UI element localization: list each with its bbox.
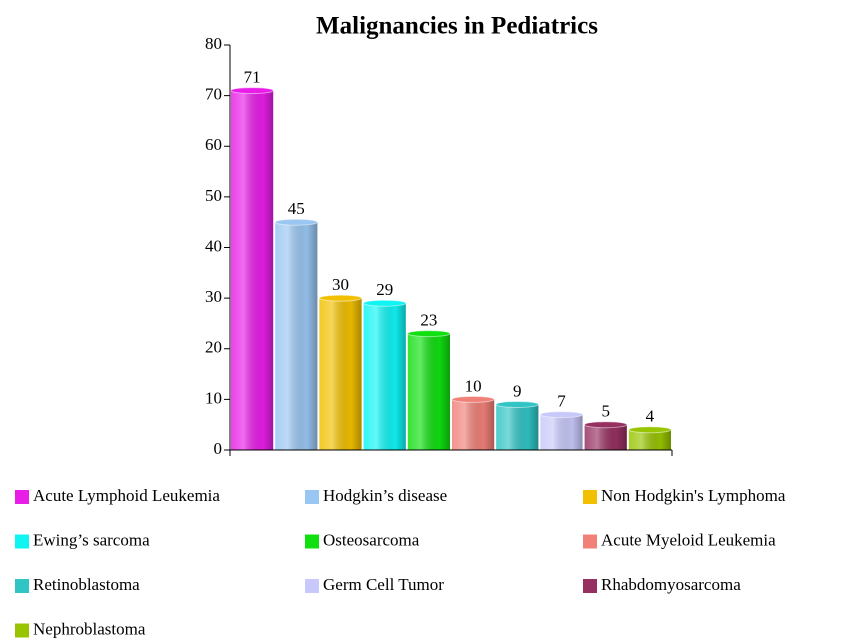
legend-label: Ewing’s sarcoma (33, 530, 150, 549)
value-label: 4 (646, 407, 655, 426)
legend-swatch (583, 579, 597, 593)
legend-label: Acute Myeloid Leukemia (601, 530, 776, 549)
bar-shade (584, 424, 627, 450)
bar-shade (363, 303, 406, 450)
value-label: 5 (601, 402, 610, 421)
legend-label: Acute Lymphoid Leukemia (33, 486, 220, 505)
legend-swatch (305, 579, 319, 593)
value-label: 23 (420, 310, 437, 329)
bar-shade (231, 90, 274, 450)
y-tick-label: 50 (205, 186, 222, 205)
legend-swatch (15, 623, 29, 638)
y-tick-label: 40 (205, 236, 222, 255)
y-tick-label: 80 (205, 34, 222, 53)
y-tick-label: 60 (205, 135, 222, 154)
value-label: 30 (332, 275, 349, 294)
bar-top (539, 411, 584, 419)
bar-shade (452, 399, 495, 450)
bar-shade (496, 404, 539, 450)
bar-shade (540, 414, 583, 450)
legend-swatch (15, 579, 29, 593)
value-label: 10 (465, 376, 482, 395)
legend-swatch (15, 490, 29, 504)
bar-top (628, 426, 672, 434)
legend-label: Retinoblastoma (33, 575, 140, 594)
bar-top (274, 218, 318, 226)
bar-shade (407, 333, 450, 450)
bar-shade (628, 429, 671, 450)
value-label: 7 (557, 391, 566, 410)
value-label: 45 (288, 199, 305, 218)
y-tick-label: 70 (205, 85, 222, 104)
legend-swatch (305, 490, 319, 504)
bar-top (451, 395, 495, 403)
legend-swatch (583, 490, 597, 504)
bar-top (363, 299, 407, 307)
bar-shade (275, 222, 318, 450)
legend-swatch (305, 534, 319, 549)
bar-shade (319, 298, 362, 450)
legend-label: Osteosarcoma (323, 530, 420, 549)
legend-label: Hodgkin’s disease (323, 486, 447, 505)
legend-label: Germ Cell Tumor (323, 575, 444, 594)
bar-top (230, 87, 274, 95)
value-label: 29 (376, 280, 393, 299)
value-label: 71 (244, 67, 261, 86)
bar-top (318, 294, 363, 302)
legend-swatch (15, 534, 29, 549)
legend-label: Non Hodgkin's Lymphoma (601, 486, 786, 505)
y-tick-label: 20 (205, 338, 222, 357)
y-tick-label: 10 (205, 388, 222, 407)
bar-top (584, 421, 628, 429)
legend-label: Rhabdomyosarcoma (601, 575, 741, 594)
bar-top (407, 330, 451, 338)
bar-top (495, 400, 539, 408)
legend-label: Nephroblastoma (33, 619, 146, 638)
chart-title: Malignancies in Pediatrics (316, 13, 598, 40)
value-label: 9 (513, 381, 522, 400)
y-tick-label: 0 (214, 439, 223, 458)
y-tick-label: 30 (205, 287, 222, 306)
legend-swatch (583, 534, 597, 549)
